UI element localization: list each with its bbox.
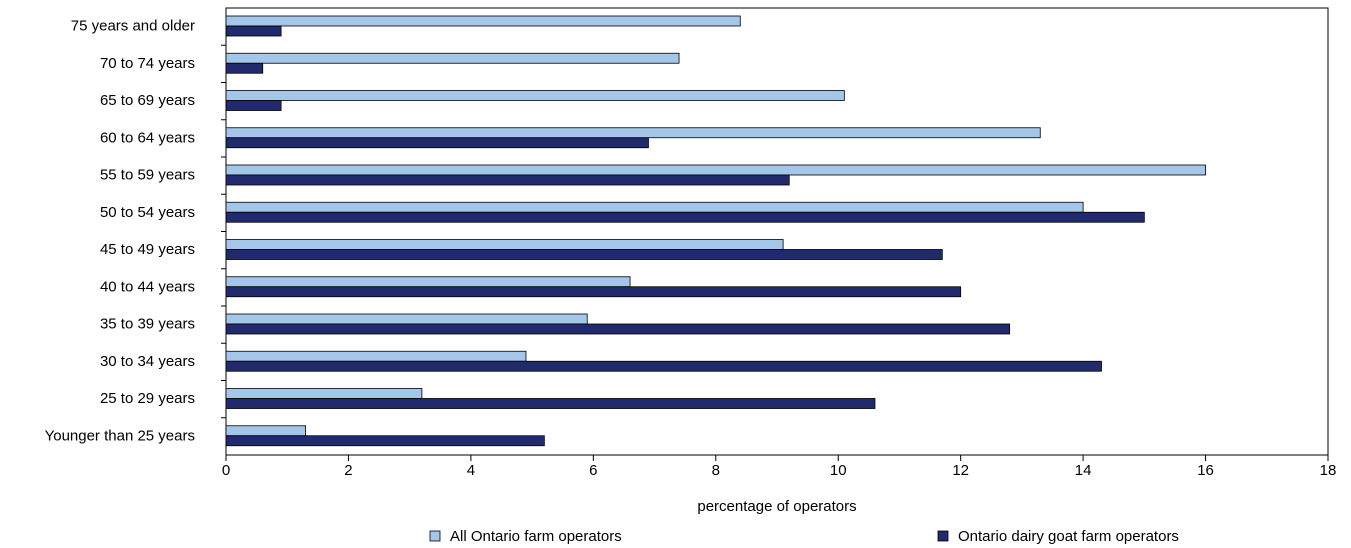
- bar: [225, 52, 680, 64]
- y-tick-label: Younger than 25 years: [45, 427, 195, 444]
- bar: [225, 239, 784, 250]
- bar: [225, 127, 1041, 139]
- y-tick-label: 60 to 64 years: [100, 129, 195, 146]
- y-tick-label: 50 to 54 years: [100, 204, 195, 221]
- bar: [225, 25, 282, 37]
- bar: [225, 174, 790, 186]
- y-tick-label: 70 to 74 years: [100, 55, 195, 72]
- legend-swatch: [937, 530, 949, 542]
- bar: [225, 313, 588, 325]
- x-tick-label: 12: [952, 462, 969, 479]
- bar: [225, 360, 1102, 372]
- bar: [225, 137, 649, 149]
- bar: [225, 100, 282, 111]
- bar: [225, 62, 264, 74]
- bar: [225, 201, 1084, 213]
- legend-label: All Ontario farm operators: [450, 528, 622, 545]
- bar: [225, 276, 631, 288]
- x-tick-label: 6: [589, 462, 597, 479]
- y-tick-label: 40 to 44 years: [100, 278, 195, 295]
- plot-frame: [225, 7, 1329, 456]
- bar: [225, 211, 1145, 223]
- y-tick-label: 65 to 69 years: [100, 92, 195, 109]
- legend-swatch: [429, 530, 441, 542]
- x-tick-label: 14: [1075, 462, 1092, 479]
- bar: [225, 249, 943, 260]
- x-tick-label: 0: [222, 462, 230, 479]
- legend-label: Ontario dairy goat farm operators: [958, 528, 1179, 545]
- y-tick-label: 30 to 34 years: [100, 353, 195, 370]
- bar: [225, 15, 741, 27]
- bar: [225, 90, 845, 101]
- bar: [225, 286, 962, 298]
- bar: [225, 164, 1206, 176]
- x-tick-label: 10: [830, 462, 847, 479]
- x-tick-label: 4: [467, 462, 475, 479]
- y-tick-label: 45 to 49 years: [100, 241, 195, 258]
- y-tick-label: 55 to 59 years: [100, 167, 195, 184]
- y-tick-label: 35 to 39 years: [100, 316, 195, 333]
- bar: [225, 350, 527, 362]
- y-tick-label: 75 years and older: [71, 18, 195, 35]
- bar: [225, 398, 876, 409]
- bar: [225, 435, 545, 447]
- x-tick-label: 8: [712, 462, 720, 479]
- x-tick-label: 18: [1320, 462, 1337, 479]
- y-tick-label: 25 to 29 years: [100, 390, 195, 407]
- x-axis-label: percentage of operators: [697, 498, 856, 515]
- x-tick-label: 2: [344, 462, 352, 479]
- bar: [225, 425, 306, 437]
- bar: [225, 323, 1011, 335]
- bar: [225, 388, 423, 399]
- x-tick-label: 16: [1197, 462, 1214, 479]
